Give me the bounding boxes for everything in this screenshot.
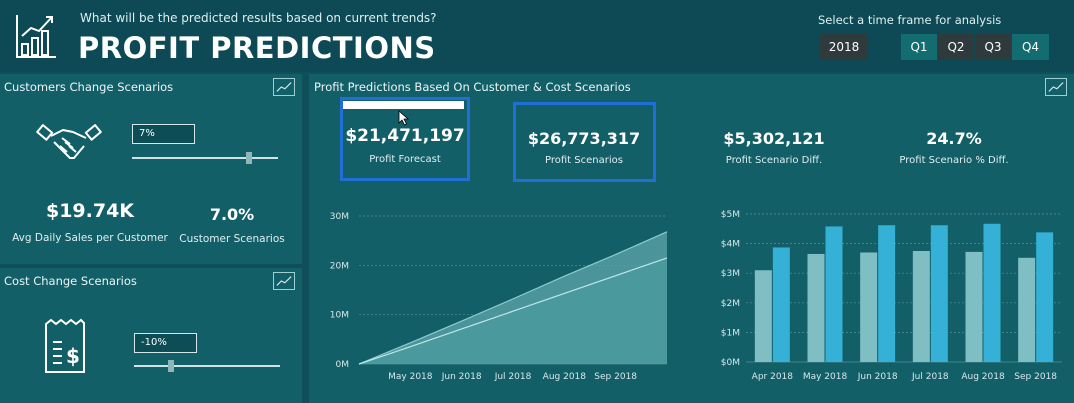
quarter-q1-button[interactable]: Q1: [901, 34, 937, 60]
trend-line-icon[interactable]: [273, 78, 295, 96]
receipt-dollar-icon: $: [45, 318, 85, 373]
trend-line-icon[interactable]: [273, 272, 295, 290]
bar-y-tick: $0M: [721, 358, 740, 368]
bar-2[interactable]: [983, 223, 1001, 362]
bar-y-tick: $3M: [721, 269, 740, 279]
area-series-line-1: [358, 231, 668, 365]
customers-panel-title: Customers Change Scenarios: [4, 80, 174, 94]
cost-slider-thumb[interactable]: [168, 360, 174, 372]
bar-x-tick: Jul 2018: [911, 372, 949, 382]
handshake-icon: [36, 124, 102, 159]
profit-forecast-highlight: [340, 97, 470, 181]
profit-area-chart: 0M 10M 20M 30M May 2018 Jun 2018 Jul 2018 Aug 2…: [330, 212, 668, 382]
area-series-line-2: [358, 257, 668, 365]
area-x-tick: May 2018: [388, 372, 433, 382]
profit-bar-chart: $0M $1M $2M $3M $4M $5M Apr 2018 May 2018 Jun 20…: [721, 210, 1062, 382]
bar-x-tick: Aug 2018: [961, 372, 1005, 382]
cost-panel-title: Cost Change Scenarios: [4, 274, 137, 288]
profit-scenarios-label: Profit Scenarios: [545, 155, 623, 166]
area-y-tick: 10M: [330, 311, 349, 321]
page-title: PROFIT PREDICTIONS: [78, 31, 436, 65]
header-subtitle: What will be the predicted results based…: [80, 11, 437, 25]
svg-text:$: $: [66, 344, 80, 368]
area-y-tick: 0M: [336, 360, 350, 370]
bar-1[interactable]: [912, 251, 930, 362]
bar-chart-trend-icon: [16, 15, 56, 58]
area-y-tick: 20M: [330, 261, 349, 271]
bar-y-tick: $1M: [721, 328, 740, 338]
bar-x-tick: May 2018: [803, 372, 848, 382]
cost-change-input[interactable]: -10%: [134, 333, 197, 353]
avg-daily-sales-label: Avg Daily Sales per Customer: [12, 232, 168, 244]
main-panel-title: Profit Predictions Based On Customer & C…: [314, 80, 631, 94]
year-2018-button[interactable]: 2018: [820, 34, 868, 60]
customer-change-input[interactable]: 7%: [132, 124, 195, 144]
avg-daily-sales-value: $19.74K: [45, 200, 135, 222]
profit-scenarios-highlight: [513, 102, 656, 182]
customer-scenarios-label: Customer Scenarios: [179, 233, 285, 245]
area-x-tick: Jun 2018: [441, 372, 482, 382]
bar-2[interactable]: [825, 226, 843, 362]
bar-x-tick: Jun 2018: [857, 372, 898, 382]
bar-y-tick: $2M: [721, 299, 740, 309]
white-bar: [342, 101, 464, 109]
bar-1[interactable]: [860, 252, 878, 362]
bar-y-tick: $5M: [721, 210, 740, 220]
customer-slider-track[interactable]: [132, 157, 278, 159]
quarter-q2-button[interactable]: Q2: [938, 34, 974, 60]
area-y-tick: 30M: [330, 212, 349, 222]
profit-scenario-pct-label: Profit Scenario % Diff.: [899, 155, 1009, 166]
bar-2[interactable]: [1036, 232, 1054, 362]
profit-predictions-panel: Profit Predictions Based On Customer & C…: [309, 74, 1074, 403]
profit-forecast-label: Profit Forecast: [369, 154, 441, 165]
bar-1[interactable]: [754, 270, 772, 362]
mouse-cursor-icon: [398, 110, 410, 126]
customers-change-panel: Customers Change Scenarios 7% $19.74K Av…: [0, 74, 302, 264]
quarter-q3-button[interactable]: Q3: [975, 34, 1011, 60]
customer-scenarios-value: 7.0%: [209, 205, 255, 224]
timeframe-label: Select a time frame for analysis: [818, 13, 1002, 27]
profit-forecast-value: $21,471,197: [345, 126, 465, 146]
bar-x-tick: Sep 2018: [1014, 372, 1057, 382]
trend-line-icon[interactable]: [1045, 78, 1067, 96]
bar-2[interactable]: [772, 247, 790, 362]
area-x-tick: Jul 2018: [494, 372, 532, 382]
bar-2[interactable]: [930, 225, 948, 362]
customer-slider-thumb[interactable]: [246, 152, 252, 164]
cost-slider-track[interactable]: [134, 365, 280, 367]
bar-x-tick: Apr 2018: [752, 372, 794, 382]
profit-scenario-diff-label: Profit Scenario Diff.: [725, 155, 823, 166]
quarter-q4-button[interactable]: Q4: [1012, 34, 1049, 60]
profit-scenario-diff-value: $5,302,121: [723, 129, 825, 148]
area-series-2: [359, 257, 667, 364]
bar-y-tick: $4M: [721, 240, 740, 250]
area-x-tick: Sep 2018: [594, 372, 637, 382]
cost-change-panel: Cost Change Scenarios $ -10%: [0, 268, 302, 403]
profit-scenarios-value: $26,773,317: [527, 129, 641, 148]
header-bar: What will be the predicted results based…: [0, 0, 1074, 72]
bar-1[interactable]: [965, 251, 983, 362]
area-x-tick: Aug 2018: [543, 372, 587, 382]
bar-2[interactable]: [878, 225, 896, 362]
bar-1[interactable]: [807, 253, 825, 362]
profit-scenario-pct-value: 24.7%: [926, 129, 982, 148]
bar-1[interactable]: [1018, 257, 1036, 362]
